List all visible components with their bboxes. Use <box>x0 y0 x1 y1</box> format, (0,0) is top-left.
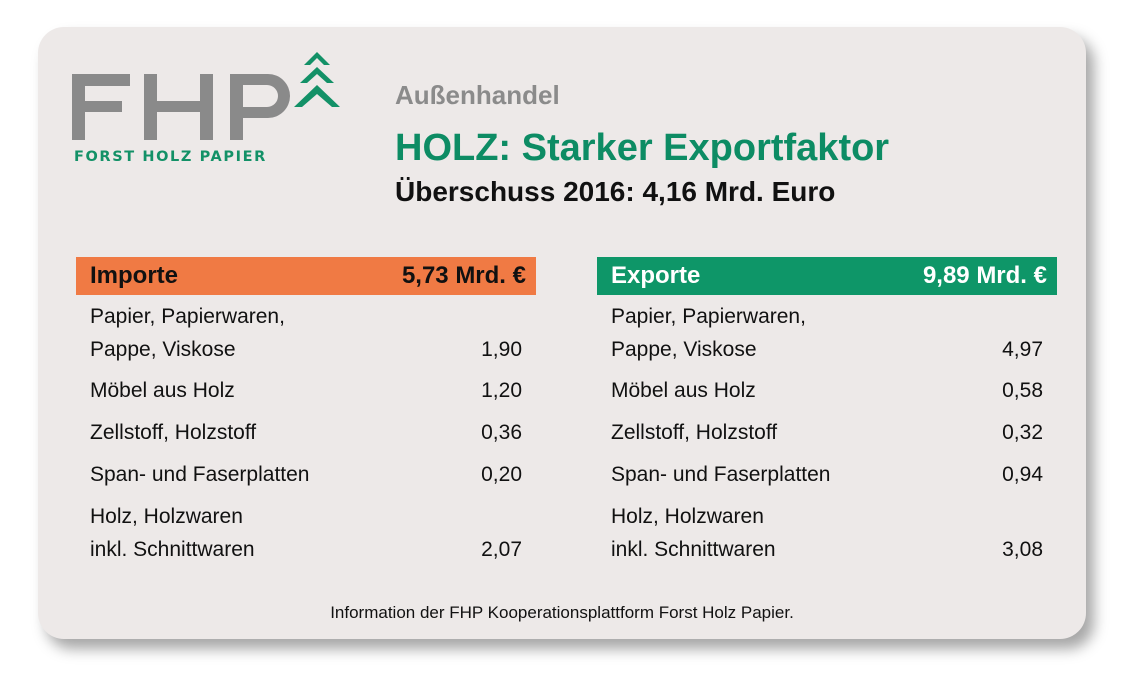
row-label: inkl. Schnittwaren <box>611 538 776 561</box>
row-label: inkl. Schnittwaren <box>90 538 255 561</box>
logo-subtitle: FORST HOLZ PAPIER <box>74 149 267 165</box>
row-value: 0,32 <box>1002 421 1043 444</box>
table-row: inkl. Schnittwaren 3,08 <box>611 533 1043 566</box>
row-value: 0,58 <box>1002 379 1043 402</box>
row-label: Span- und Faserplatten <box>611 463 831 486</box>
exports-rows: Papier, Papierwaren, Pappe, Viskose 4,97 Mö… <box>597 295 1057 595</box>
row-value: 0,20 <box>481 463 522 486</box>
row-label: Zellstoff, Holzstoff <box>611 421 778 444</box>
exports-label: Exporte <box>611 262 701 289</box>
table-row: Zellstoff, Holzstoff 0,32 <box>611 416 1043 449</box>
exports-total: 9,89 Mrd. € <box>922 262 1047 289</box>
row-value: 1,90 <box>481 338 522 361</box>
row-label: Span- und Faserplatten <box>90 463 310 486</box>
exports-column: Exporte 9,89 Mrd. € Papier, Papierwaren,… <box>597 257 1057 595</box>
fhp-logo: FORST HOLZ PAPIER <box>72 52 342 170</box>
imports-header: Importe 5,73 Mrd. € <box>76 257 536 295</box>
row-value: 2,07 <box>481 538 522 561</box>
row-label: Holz, Holzwaren <box>90 505 243 528</box>
table-row: inkl. Schnittwaren 2,07 <box>90 533 522 566</box>
row-label: Papier, Papierwaren, <box>611 305 806 328</box>
table-row: Span- und Faserplatten 0,94 <box>611 458 1043 491</box>
row-label: Möbel aus Holz <box>611 379 756 402</box>
row-value: 0,94 <box>1002 463 1043 486</box>
table-row: Holz, Holzwaren <box>90 500 522 533</box>
row-value: 4,97 <box>1002 338 1043 361</box>
row-label: Holz, Holzwaren <box>611 505 764 528</box>
row-value: 3,08 <box>1002 538 1043 561</box>
table-row: Möbel aus Holz 0,58 <box>611 374 1043 407</box>
table-row: Pappe, Viskose 4,97 <box>611 333 1043 366</box>
row-label: Zellstoff, Holzstoff <box>90 421 257 444</box>
table-row: Zellstoff, Holzstoff 0,36 <box>90 416 522 449</box>
imports-label: Importe <box>90 262 179 289</box>
section-kicker: Außenhandel <box>395 80 560 110</box>
table-row: Papier, Papierwaren, <box>611 300 1043 333</box>
footer-note: Information der FHP Kooperationsplattfor… <box>330 603 794 622</box>
row-value: 1,20 <box>481 379 522 402</box>
row-label: Pappe, Viskose <box>611 338 757 361</box>
exports-header: Exporte 9,89 Mrd. € <box>597 257 1057 295</box>
fhp-logo-letters <box>72 74 290 140</box>
table-row: Pappe, Viskose 1,90 <box>90 333 522 366</box>
imports-total: 5,73 Mrd. € <box>401 262 526 289</box>
table-row: Span- und Faserplatten 0,20 <box>90 458 522 491</box>
imports-column: Importe 5,73 Mrd. € Papier, Papierwaren,… <box>76 257 536 595</box>
row-label: Möbel aus Holz <box>90 379 235 402</box>
table-row: Möbel aus Holz 1,20 <box>90 374 522 407</box>
imports-rows: Papier, Papierwaren, Pappe, Viskose 1,90 Mö… <box>76 295 536 595</box>
table-row: Holz, Holzwaren <box>611 500 1043 533</box>
page-subtitle: Überschuss 2016: 4,16 Mrd. Euro <box>395 176 836 207</box>
row-value: 0,36 <box>481 421 522 444</box>
row-label: Papier, Papierwaren, <box>90 305 285 328</box>
row-label: Pappe, Viskose <box>90 338 236 361</box>
tree-icon <box>294 52 340 107</box>
table-row: Papier, Papierwaren, <box>90 300 522 333</box>
page-title: HOLZ: Starker Exportfaktor <box>395 127 890 169</box>
